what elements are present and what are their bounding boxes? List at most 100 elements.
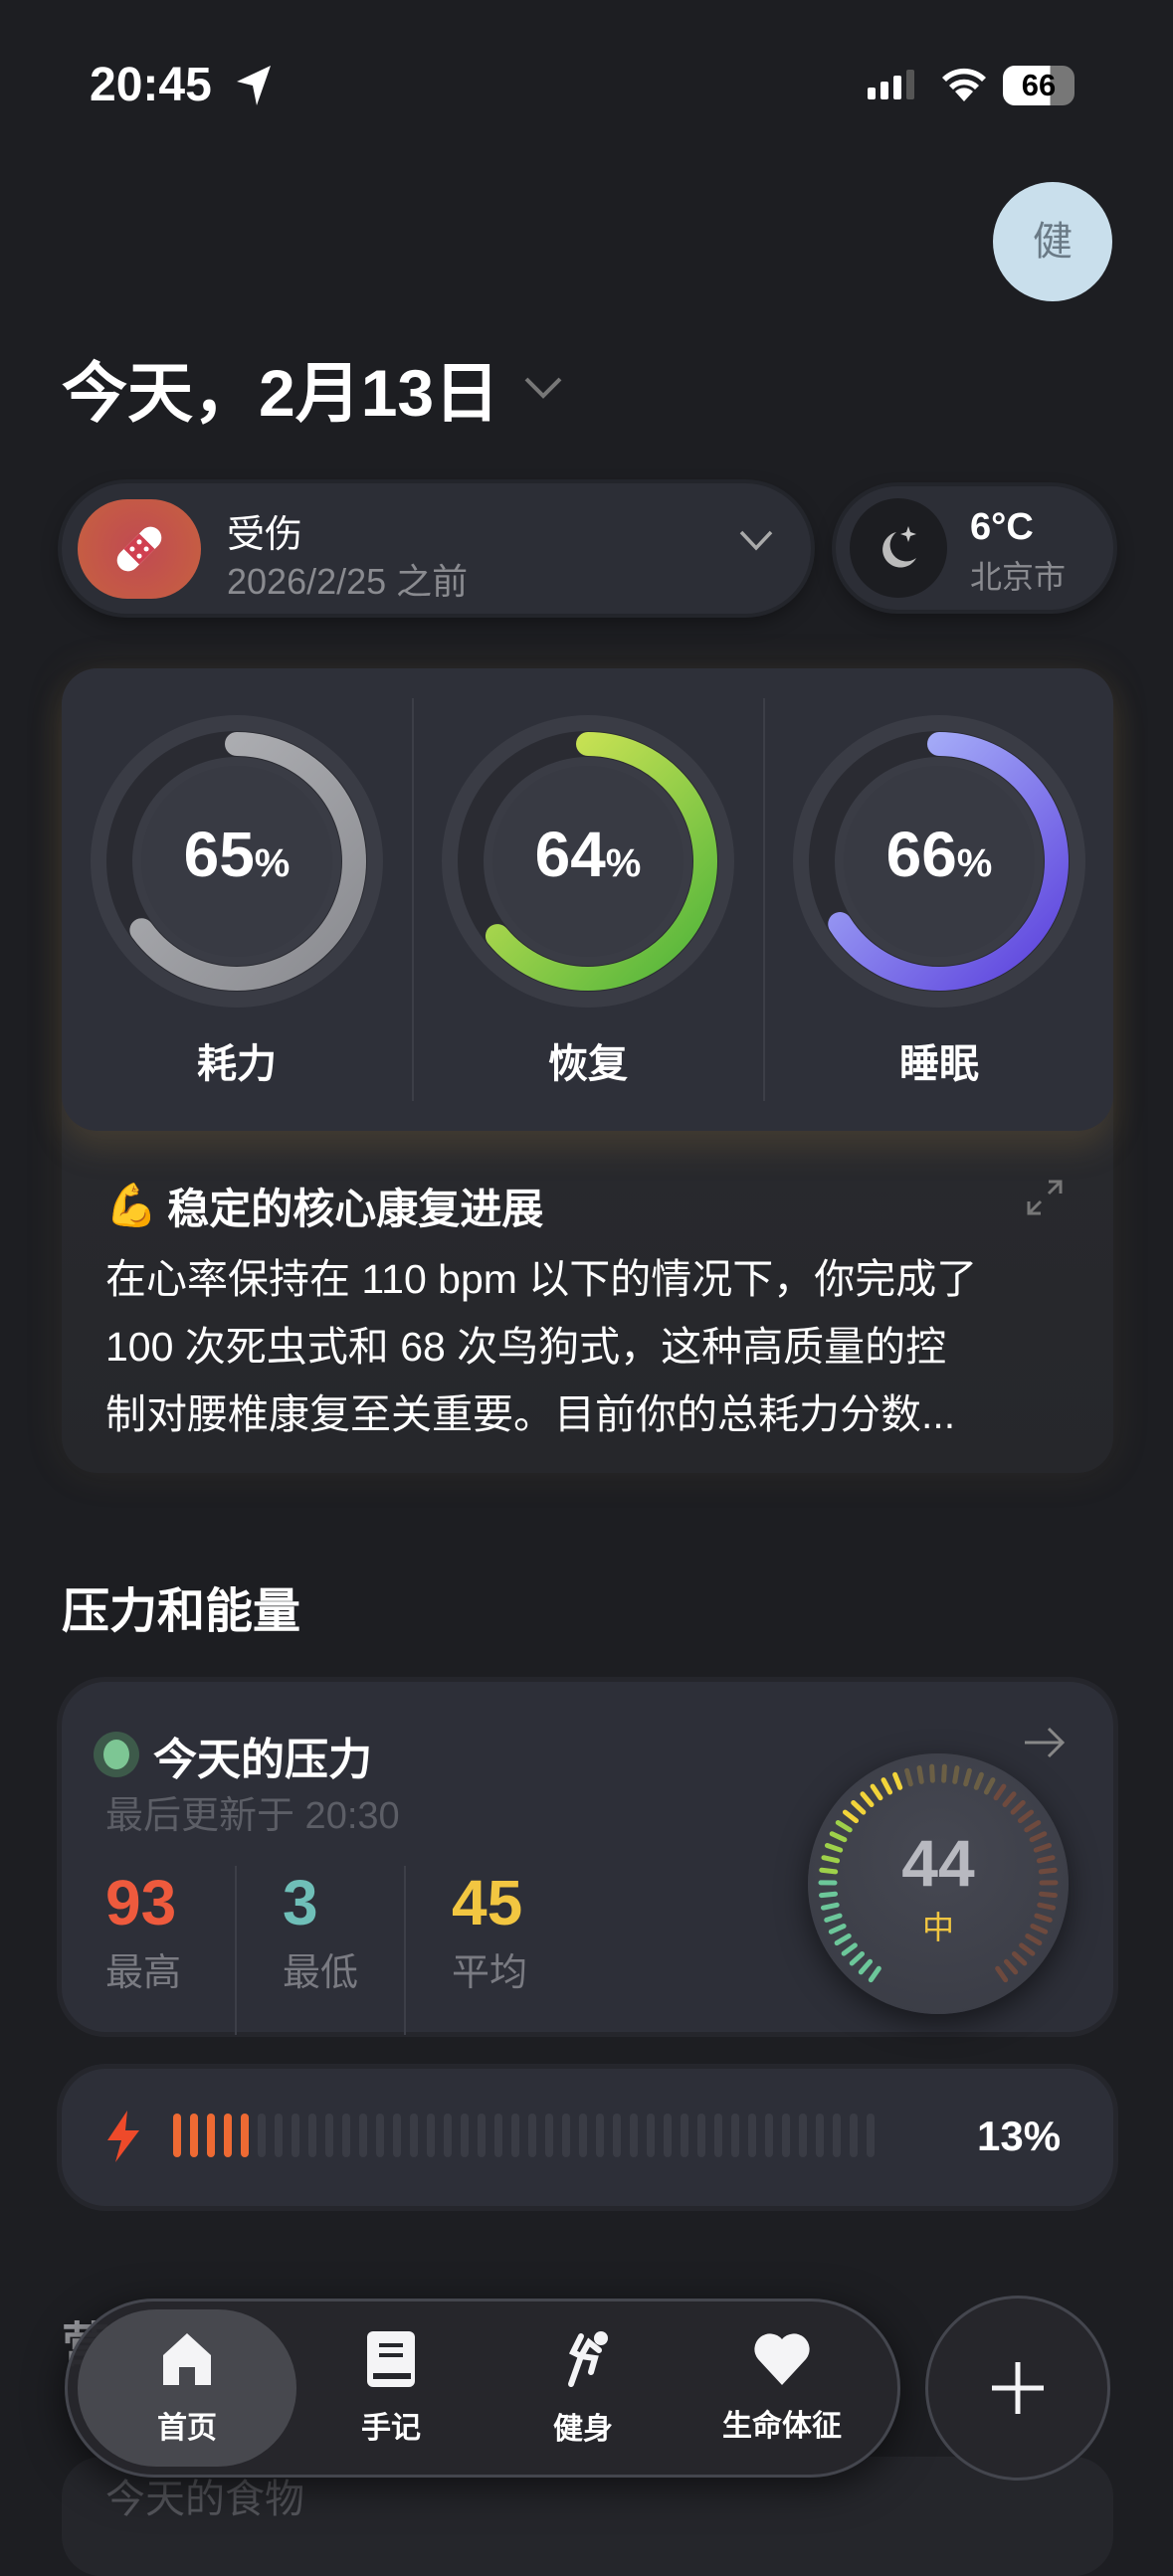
energy-segment — [681, 2114, 688, 2157]
energy-segment — [359, 2114, 367, 2157]
divider — [235, 1866, 237, 2035]
gauge-level: 中 — [808, 1903, 1069, 1948]
gauge-tick — [944, 1766, 945, 1780]
section-title: 压力和能量 — [62, 1571, 300, 1641]
ring-unit: % — [957, 841, 993, 885]
energy-percent: 13% — [977, 2113, 1061, 2160]
gauge-tick — [871, 1968, 879, 1979]
injury-selector[interactable]: 受伤 2026/2/25 之前 — [62, 483, 811, 614]
energy-bar — [173, 2114, 875, 2157]
status-dot-icon — [94, 1732, 139, 1777]
ring-value: 64 — [535, 819, 606, 890]
stat-value: 3 — [283, 1866, 358, 1939]
ring-label: 耗力 — [62, 1031, 412, 1089]
daily-scores-card[interactable]: 65% 耗力 64% 恢复 66% 睡眠 💪 稳定的核心康复进展 在心率保持在 … — [62, 668, 1113, 1473]
energy-segment — [511, 2114, 519, 2157]
ring-sleep[interactable]: 66% 睡眠 — [764, 668, 1114, 1131]
divider — [404, 1866, 406, 2035]
gauge-tick — [1020, 1812, 1031, 1821]
energy-segment — [528, 2114, 536, 2157]
energy-segment — [376, 2114, 384, 2157]
lightning-icon — [101, 2109, 145, 2164]
gauge-tick — [873, 1786, 880, 1798]
gauge-tick — [852, 1953, 862, 1962]
insight-text: 制对腰椎康复至关重要。目前你的总耗力分数... — [105, 1380, 955, 1448]
nav-label: 生命体征 — [722, 2401, 842, 2445]
page-title: 今天，2月13日 — [62, 340, 499, 436]
energy-segment — [596, 2114, 604, 2157]
bottom-nav: 首页 手记 健身 生命体征 — [65, 2299, 900, 2478]
ring-value: 66 — [886, 819, 957, 890]
avatar[interactable]: 健 — [993, 182, 1112, 301]
energy-segment — [562, 2114, 570, 2157]
energy-segment — [241, 2114, 249, 2157]
chevron-down-icon — [523, 376, 563, 400]
energy-segment — [782, 2114, 790, 2157]
home-icon — [157, 2329, 217, 2389]
plus-icon — [988, 2358, 1048, 2418]
ring-value: 65 — [184, 819, 255, 890]
nav-journal[interactable]: 手记 — [292, 2301, 490, 2475]
energy-segment — [427, 2114, 435, 2157]
stat-label: 最高 — [105, 1941, 181, 1996]
energy-segment — [173, 2114, 181, 2157]
arrow-right-icon[interactable] — [1023, 1726, 1067, 1759]
gauge-tick — [907, 1770, 911, 1783]
add-button[interactable] — [925, 2296, 1110, 2481]
stress-gauge: 44 中 — [808, 1753, 1069, 2014]
energy-segment — [850, 2114, 858, 2157]
ring-unit: % — [255, 841, 291, 885]
running-icon — [551, 2328, 615, 2390]
stat-label: 最低 — [283, 1941, 358, 1996]
gauge-tick — [996, 1786, 1004, 1798]
location-arrow-icon — [235, 64, 273, 107]
energy-segment — [494, 2114, 502, 2157]
injury-until: 2026/2/25 之前 — [227, 553, 468, 605]
energy-segment — [478, 2114, 486, 2157]
energy-segment — [613, 2114, 621, 2157]
wifi-icon — [939, 64, 989, 103]
insight-text: 在心率保持在 110 bpm 以下的情况下，你完成了 — [105, 1245, 977, 1313]
energy-segment — [630, 2114, 638, 2157]
stat-value: 93 — [105, 1866, 181, 1939]
gauge-tick — [1005, 1794, 1014, 1805]
nav-fitness[interactable]: 健身 — [484, 2301, 683, 2475]
weather-widget[interactable]: 6°C 北京市 — [836, 486, 1113, 610]
energy-segment — [579, 2114, 587, 2157]
ring-strain[interactable]: 65% 耗力 — [62, 668, 412, 1131]
gauge-tick — [861, 1961, 870, 1972]
nav-label: 健身 — [553, 2404, 613, 2448]
energy-card[interactable]: 13% — [62, 2069, 1113, 2206]
insight-title-row: 💪 稳定的核心康复进展 — [105, 1176, 543, 1236]
flexed-biceps-icon: 💪 — [105, 1182, 157, 1230]
energy-segment — [190, 2114, 198, 2157]
energy-segment — [444, 2114, 452, 2157]
nav-vitals[interactable]: 生命体征 — [683, 2301, 881, 2475]
energy-segment — [393, 2114, 401, 2157]
signal-icon — [868, 70, 914, 99]
energy-segment — [833, 2114, 841, 2157]
ring-recovery[interactable]: 64% 恢复 — [413, 668, 763, 1131]
gauge-tick — [1013, 1802, 1023, 1812]
energy-segment — [765, 2114, 773, 2157]
energy-segment — [342, 2114, 350, 2157]
insight-title: 稳定的核心康复进展 — [167, 1176, 543, 1236]
gauge-tick — [932, 1766, 933, 1780]
city: 北京市 — [970, 552, 1066, 598]
energy-segment — [292, 2114, 299, 2157]
nav-home[interactable]: 首页 — [78, 2309, 296, 2467]
gauge-tick — [976, 1774, 981, 1787]
gauge-tick — [845, 1812, 856, 1821]
date-picker[interactable]: 今天，2月13日 — [62, 340, 563, 436]
nav-label: 手记 — [361, 2403, 421, 2447]
gauge-tick — [955, 1768, 957, 1782]
ring-unit: % — [606, 841, 642, 885]
energy-segment — [275, 2114, 283, 2157]
energy-segment — [799, 2114, 807, 2157]
energy-segment — [308, 2114, 316, 2157]
energy-segment — [647, 2114, 655, 2157]
expand-icon[interactable] — [1025, 1178, 1065, 1217]
